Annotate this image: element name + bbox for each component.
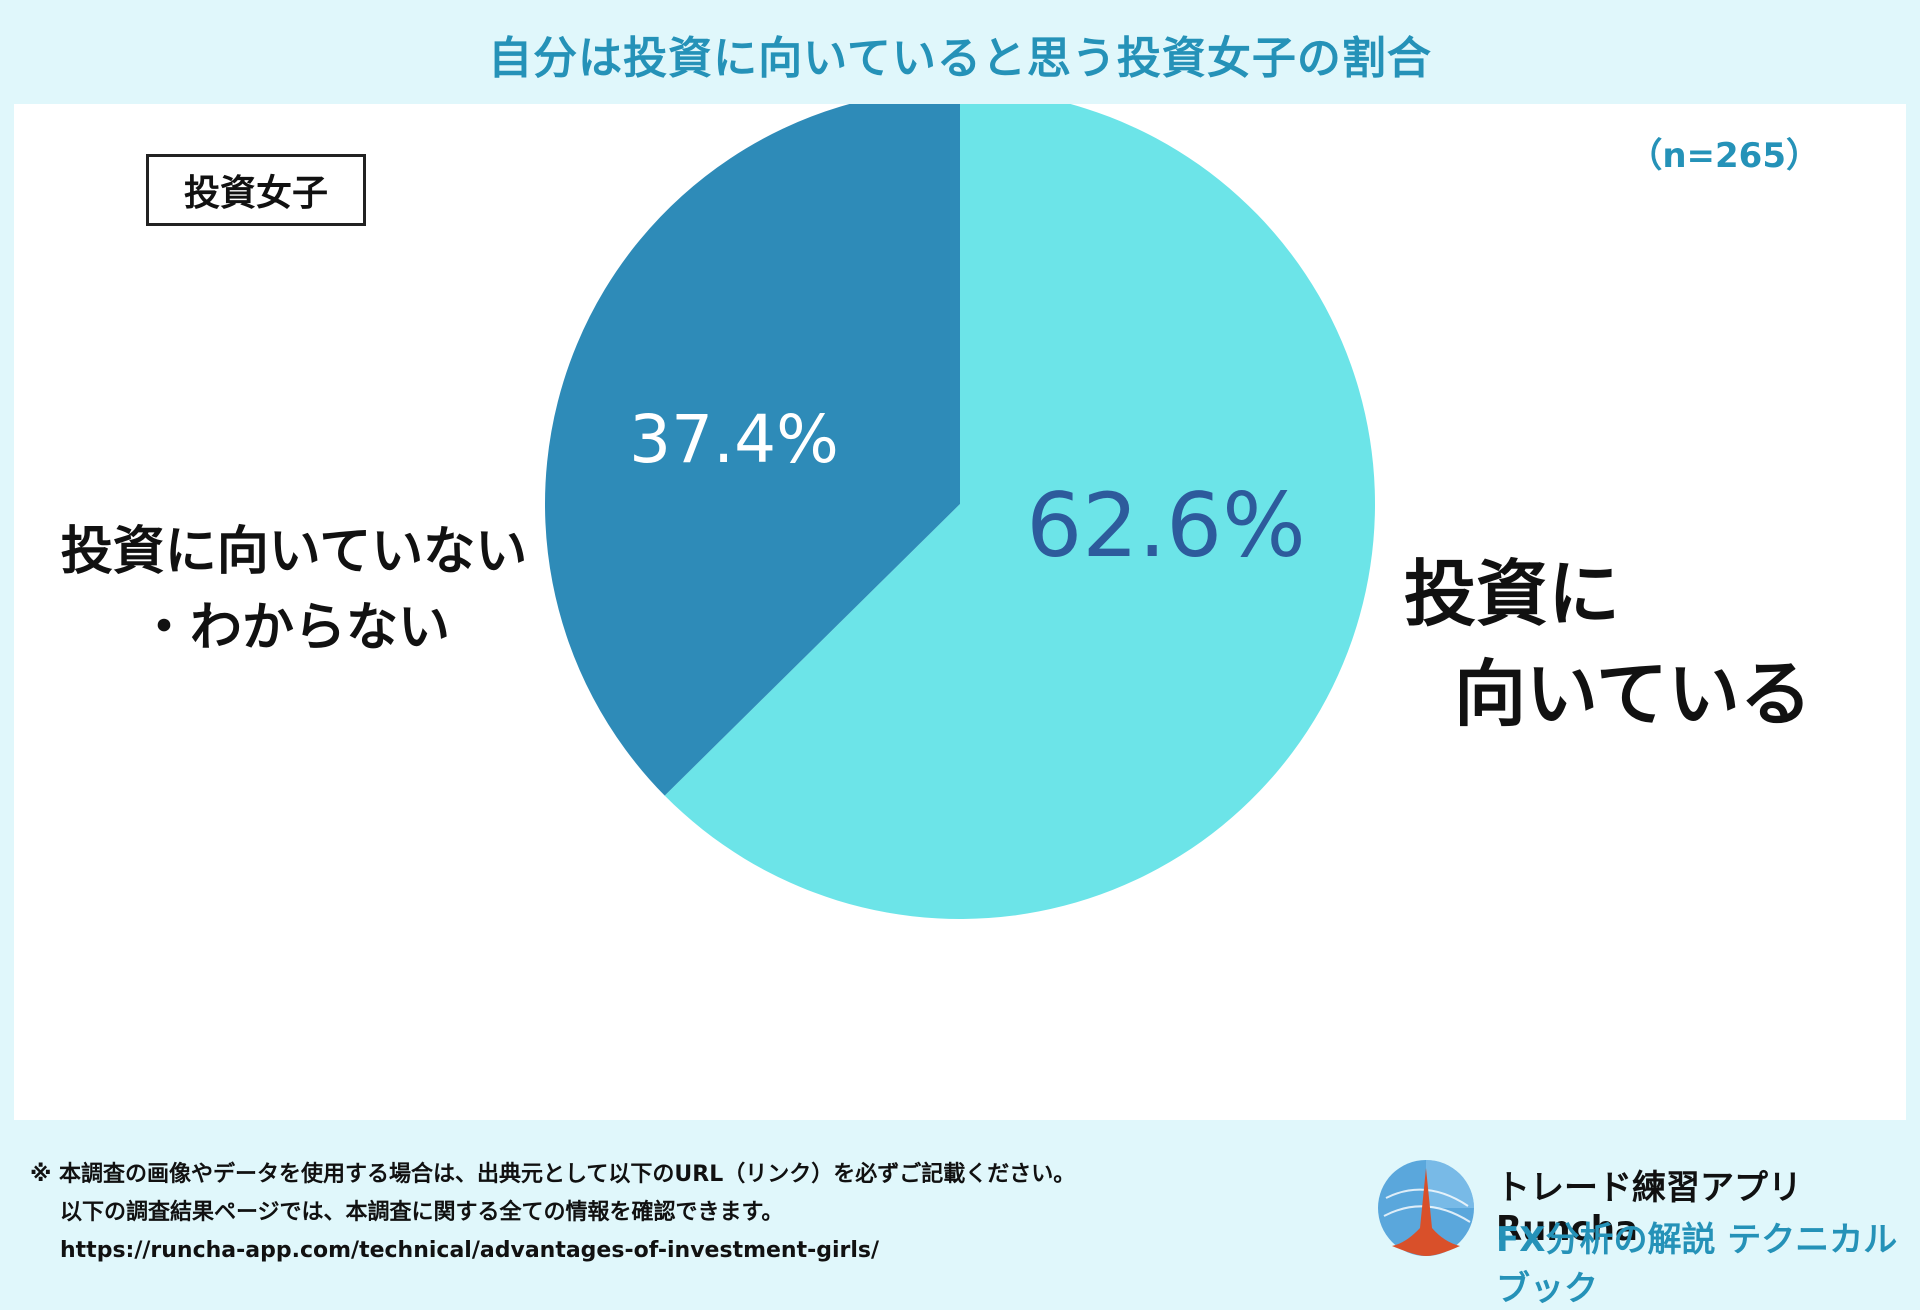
- runcha-logo-icon: [1378, 1160, 1474, 1256]
- pie-chart: 62.6% 37.4%: [545, 104, 1375, 919]
- sample-size-label: （n=265）: [1628, 136, 1820, 176]
- slice-category-label-line: 向いている: [1454, 652, 1812, 736]
- brand-tagline: FX分析の解説 テクニカルブック: [1496, 1220, 1898, 1309]
- group-label: 投資女子: [146, 154, 366, 226]
- footer-note: ※ 本調査の画像やデータを使用する場合は、出典元として以下のURL（リンク）を必…: [30, 1156, 1075, 1270]
- slice-value-label: 62.6%: [1026, 474, 1306, 577]
- brand-name: トレード練習アプリ Runcha: [1496, 1168, 1802, 1249]
- slice-value-label: 37.4%: [629, 401, 839, 478]
- slice-category-label-not-suited: 投資に向いていない ・わからない: [34, 514, 554, 666]
- source-url-link[interactable]: https://runcha-app.com/technical/advanta…: [60, 1238, 880, 1263]
- footer-line-2: 以下の調査結果ページでは、本調査に関する全ての情報を確認できます。: [60, 1200, 784, 1225]
- slice-category-label-line: 投資に: [1404, 552, 1621, 636]
- slice-category-label-suited: 投資に 向いている: [1394, 544, 1894, 744]
- slice-category-label-line: 投資に向いていない: [60, 522, 528, 582]
- footer-line-1: ※ 本調査の画像やデータを使用する場合は、出典元として以下のURL（リンク）を必…: [30, 1162, 1076, 1187]
- chart-panel: 投資女子 （n=265） 62.6% 37.4% 投資に向いていない ・わからない…: [14, 104, 1906, 1120]
- pie-slice: [545, 104, 960, 796]
- pie-slice: [664, 104, 1375, 919]
- slice-category-label-line: ・わからない: [137, 598, 450, 658]
- chart-title: 自分は投資に向いていると思う投資女子の割合: [488, 33, 1432, 84]
